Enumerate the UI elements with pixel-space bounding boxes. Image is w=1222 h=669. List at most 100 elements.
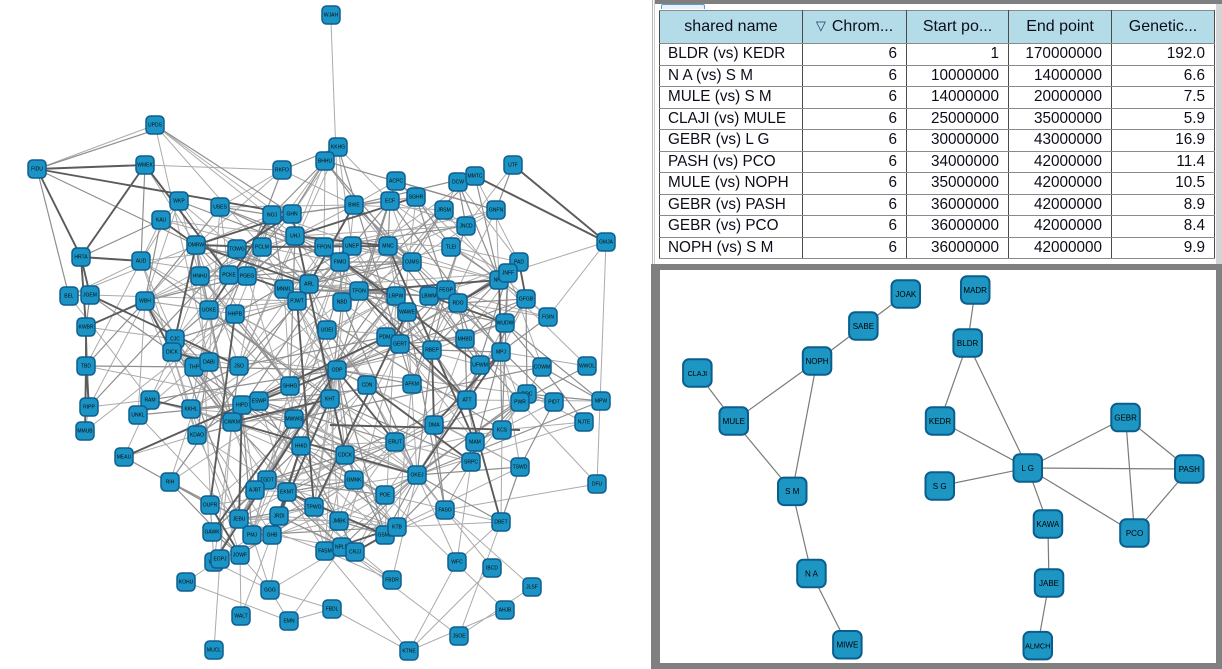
svg-text:JGEM: JGEM [83,293,97,299]
svg-text:JLSF: JLSF [526,585,538,591]
svg-text:OUPR: OUPR [203,503,218,509]
svg-text:CJC: CJC [170,337,180,343]
svg-text:GMNK: GMNK [347,478,363,484]
svg-text:TFGN: TFGN [352,289,366,295]
svg-text:MEAU: MEAU [117,455,132,461]
svg-text:WUDW: WUDW [497,321,514,327]
svg-text:WBH: WBH [139,299,151,305]
svg-text:FBDL: FBDL [326,607,339,613]
svg-text:UOKE: UOKE [202,308,217,314]
svg-text:OJMS: OJMS [405,260,420,266]
svg-text:FASO: FASO [438,508,451,514]
svg-text:MUCL: MUCL [207,648,221,654]
svg-text:RIPP: RIPP [83,405,95,411]
svg-text:ATT: ATT [462,398,471,404]
svg-text:RAM: RAM [144,398,155,404]
svg-text:ARL: ARL [304,282,314,288]
svg-text:MNC: MNC [382,244,394,250]
svg-text:SRPC: SRPC [464,460,478,466]
svg-text:MWWS: MWWS [286,417,304,423]
svg-text:UNEP: UNEP [345,244,360,250]
svg-text:MMUB: MMUB [77,429,93,435]
svg-text:PWR: PWR [514,400,526,406]
svg-text:ESWP: ESWP [252,399,267,405]
svg-text:HNHU: HNHU [193,274,208,280]
svg-text:WALT: WALT [234,614,247,620]
svg-text:SGHR: SGHR [409,195,424,201]
svg-text:RBEP: RBEP [425,348,439,354]
svg-text:NPLM: NPLM [335,545,349,551]
svg-text:EMN: EMN [283,619,295,625]
svg-text:UPDS: UPDS [148,123,163,129]
svg-text:WAWE: WAWE [399,310,415,316]
svg-text:UOEI: UOEI [321,328,333,334]
svg-text:JOWF: JOWF [233,553,247,559]
svg-text:MHBD: MHBD [458,337,473,343]
svg-text:LRPW: LRPW [389,294,404,300]
svg-text:KTNE: KTNE [402,649,416,655]
svg-text:MMTC: MMTC [468,174,483,180]
svg-text:FGIN: FGIN [542,315,554,321]
svg-text:NRN: NRN [494,278,505,284]
svg-text:FEGP: FEGP [439,288,453,294]
svg-text:JRSM: JRSM [437,208,451,214]
svg-text:WMEK: WMEK [137,163,153,169]
svg-text:RKFO: RKFO [275,168,289,174]
svg-text:KDAO: KDAO [190,433,204,439]
svg-text:KAU: KAU [156,218,167,224]
svg-text:ECF: ECF [385,199,395,205]
svg-text:HIPD: HIPD [236,403,248,409]
svg-text:UTF: UTF [508,163,518,169]
svg-text:KCS: KCS [497,428,508,434]
svg-text:MPW: MPW [595,399,608,405]
svg-text:DABI: DABI [203,360,215,366]
svg-text:MNML: MNML [277,287,292,293]
svg-text:TSWD: TSWD [513,465,528,471]
svg-text:PCLM: PCLM [255,245,269,251]
svg-text:PCKE: PCKE [222,273,236,279]
svg-text:GHB: GHB [267,533,279,539]
svg-text:KWBR: KWBR [79,325,94,331]
svg-text:DMA: DMA [428,423,440,429]
svg-text:JNCD: JNCD [459,224,473,230]
svg-text:JEBU: JEBU [233,517,246,523]
svg-text:GHN: GHN [286,212,298,218]
svg-text:BHHU: BHHU [318,159,333,165]
svg-text:PJWT: PJWT [290,299,304,305]
svg-text:WKP: WKP [173,199,185,205]
svg-text:TLEI: TLEI [446,245,457,251]
svg-text:GFGB: GFGB [519,297,534,303]
svg-text:BEL: BEL [64,294,74,300]
svg-text:DFU: DFU [592,482,603,488]
svg-text:BWE: BWE [348,203,360,209]
svg-text:AUD: AUD [136,259,147,265]
svg-text:TPWG: TPWG [307,505,322,511]
svg-text:JSOE: JSOE [452,634,466,640]
svg-text:OMRW: OMRW [188,243,205,249]
svg-text:KHT: KHT [325,397,335,403]
svg-text:DCW: DCW [452,180,464,186]
svg-text:ACPC: ACPC [389,179,403,185]
svg-text:FPON: FPON [317,245,331,251]
svg-text:AJBT: AJBT [249,488,261,494]
svg-text:MPJ: MPJ [496,350,507,356]
svg-text:DBET: DBET [494,520,507,526]
svg-text:PGEG: PGEG [240,274,255,280]
svg-text:NJTE: NJTE [578,420,591,426]
svg-text:NOJ: NOJ [267,213,278,219]
svg-text:UNKL: UNKL [131,413,145,419]
svg-text:UHJ: UHJ [290,234,300,240]
svg-text:WWOL: WWOL [579,364,595,370]
svg-text:PMJ: PMJ [247,533,258,539]
svg-text:MAM: MAM [469,440,481,446]
svg-text:TOWG: TOWG [229,247,245,253]
svg-text:JRDI: JRDI [273,514,284,520]
svg-text:FBDR: FBDR [385,578,399,584]
svg-text:TGDT: TGDT [260,478,274,484]
svg-text:KKHG: KKHG [331,145,345,151]
svg-text:GAWK: GAWK [204,530,220,536]
svg-text:FIDU: FIDU [31,167,43,173]
svg-text:ODP: ODP [332,368,344,374]
svg-text:FASM: FASM [318,549,332,555]
svg-text:PDMJ: PDMJ [379,335,393,341]
